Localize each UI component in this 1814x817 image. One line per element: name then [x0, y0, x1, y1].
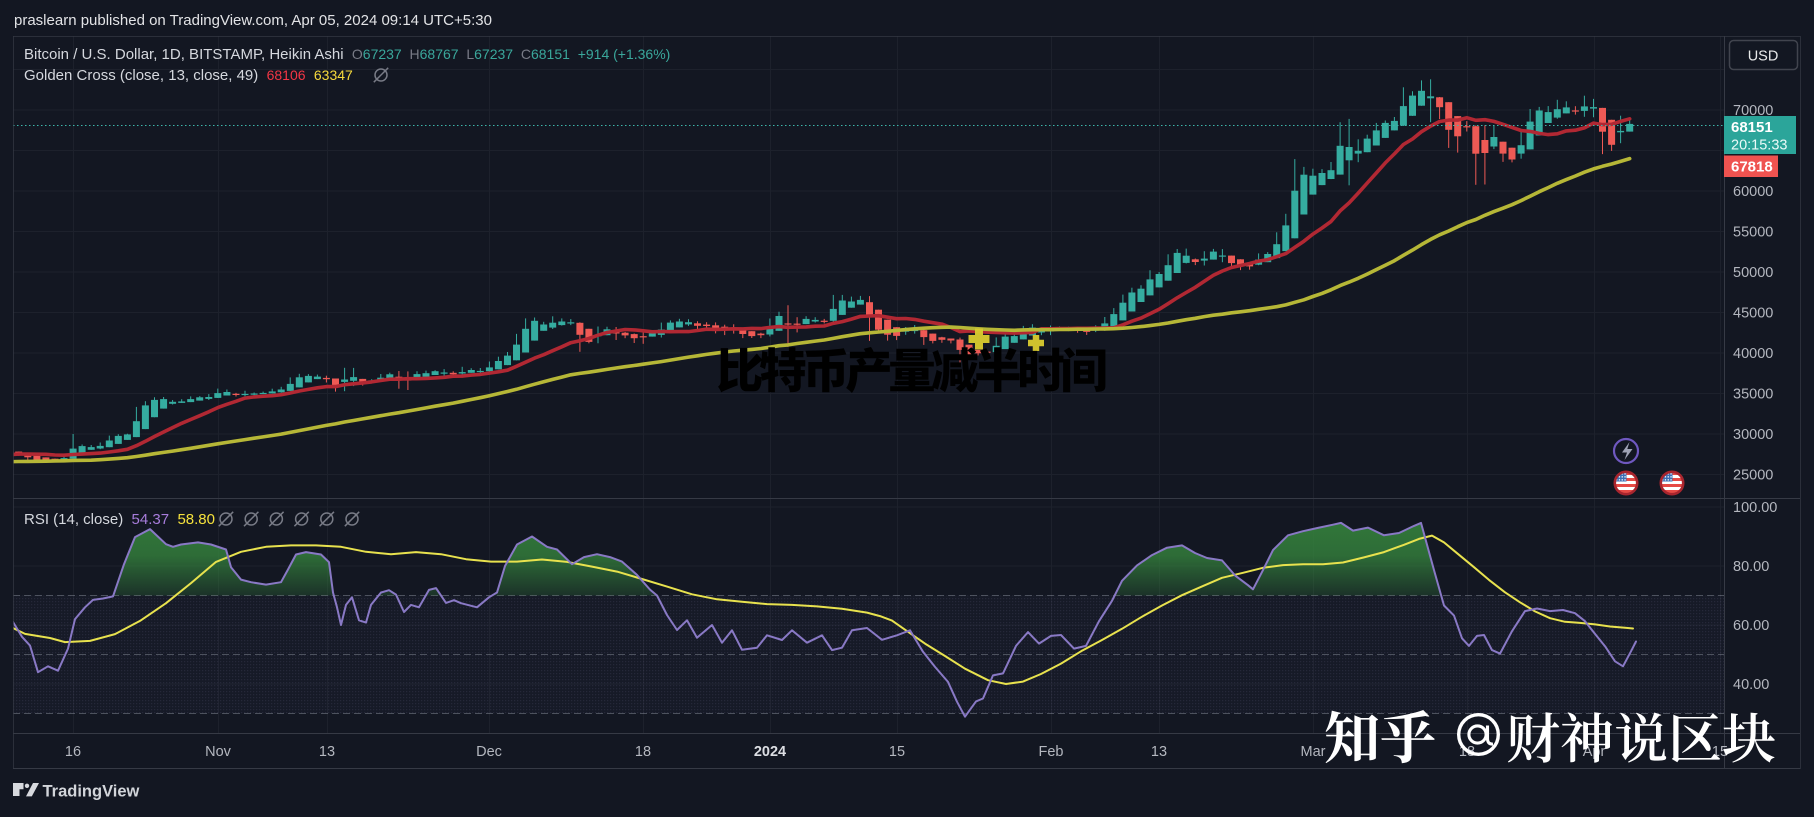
svg-text:30000: 30000	[1733, 427, 1773, 443]
svg-text:20:15:33: 20:15:33	[1731, 138, 1787, 154]
svg-text:13: 13	[319, 744, 335, 760]
svg-text:100.00: 100.00	[1733, 500, 1777, 516]
svg-text:40.00: 40.00	[1733, 677, 1769, 693]
svg-text:35000: 35000	[1733, 387, 1773, 403]
svg-text:RSI (14, close) 54.37 58.80: RSI (14, close) 54.37 58.80	[24, 511, 215, 528]
svg-text:15: 15	[889, 744, 905, 760]
svg-text:18: 18	[635, 744, 651, 760]
svg-text:Nov: Nov	[205, 744, 232, 760]
svg-text:55000: 55000	[1733, 225, 1773, 241]
svg-text:USD: USD	[1748, 49, 1779, 65]
svg-text:TradingView: TradingView	[43, 783, 140, 801]
svg-text:13: 13	[1151, 744, 1167, 760]
svg-text:40000: 40000	[1733, 346, 1773, 362]
svg-text:70000: 70000	[1733, 103, 1773, 119]
svg-text:60000: 60000	[1733, 184, 1773, 200]
svg-text:25000: 25000	[1733, 468, 1773, 484]
svg-text:2024: 2024	[754, 744, 786, 760]
svg-text:67818: 67818	[1731, 159, 1773, 176]
svg-text:Bitcoin / U.S. Dollar, 1D, BIT: Bitcoin / U.S. Dollar, 1D, BITSTAMP, Hei…	[24, 46, 670, 63]
svg-text:50000: 50000	[1733, 265, 1773, 281]
svg-text:68151: 68151	[1731, 119, 1773, 136]
svg-text:Mar: Mar	[1301, 744, 1326, 760]
svg-text:45000: 45000	[1733, 306, 1773, 322]
svg-text:Golden Cross (close, 13, close: Golden Cross (close, 13, close, 49) 6810…	[24, 67, 353, 84]
svg-text:16: 16	[65, 744, 81, 760]
svg-text:Dec: Dec	[476, 744, 502, 760]
svg-text:Feb: Feb	[1039, 744, 1064, 760]
svg-text:80.00: 80.00	[1733, 559, 1769, 575]
svg-text:Apr: Apr	[1583, 744, 1606, 760]
svg-text:praslearn published on Trading: praslearn published on TradingView.com, …	[14, 12, 492, 29]
svg-text:60.00: 60.00	[1733, 618, 1769, 634]
